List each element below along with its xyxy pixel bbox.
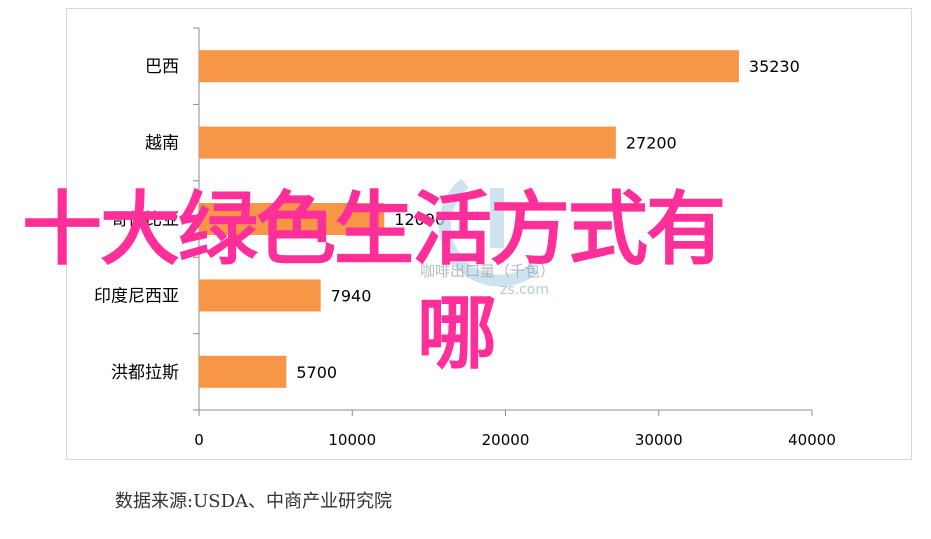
- value-label: 12090: [394, 210, 445, 229]
- x-tick-label: 40000: [788, 431, 836, 449]
- source-note: 数据来源:USDA、中商产业研究院: [115, 491, 392, 512]
- category-label: 巴西: [145, 57, 179, 77]
- bar: [199, 50, 739, 83]
- category-label: 越南: [145, 134, 179, 154]
- watermark-url: zs.com: [500, 282, 549, 298]
- bar: [199, 279, 321, 312]
- overlay-title-line2: 哪: [417, 287, 497, 380]
- x-tick-label: 10000: [328, 431, 376, 449]
- bar: [199, 126, 616, 159]
- watermark-legend-text: 咖啡出口量（千包）: [420, 262, 556, 280]
- bar: [199, 203, 385, 235]
- value-label: 35230: [749, 57, 800, 76]
- chart-frame: [66, 8, 912, 460]
- value-label: 5700: [296, 363, 337, 382]
- value-label: 27200: [626, 134, 677, 153]
- bar: [199, 355, 287, 388]
- overlay-title: 十大绿色生活方式有 哪: [22, 178, 922, 386]
- x-tick-label: 20000: [482, 431, 530, 449]
- value-label: 7940: [331, 286, 372, 305]
- category-label: 印度尼西亚: [94, 286, 179, 306]
- x-tick-label: 0: [194, 431, 204, 449]
- x-tick-label: 30000: [635, 431, 683, 449]
- overlay-title-line1: 十大绿色生活方式有: [22, 183, 726, 276]
- category-label: 哥伦比亚: [111, 210, 179, 230]
- watermark-logo-icon: [438, 178, 539, 287]
- category-label: 洪都拉斯: [111, 363, 179, 383]
